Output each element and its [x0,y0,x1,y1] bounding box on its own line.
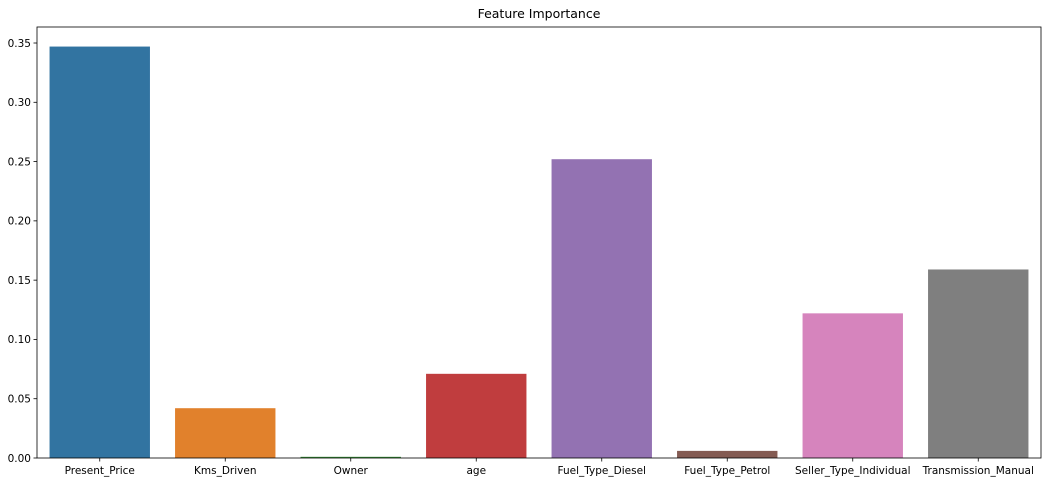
bar-present-price [49,46,150,458]
x-tick-label: Transmission_Manual [922,465,1034,477]
x-axis: Present_Price Kms_Driven Owner age Fuel_Type… [65,458,1034,477]
y-tick-label: 0.05 [8,394,31,406]
bar-owner [300,456,401,458]
x-tick-label: Present_Price [65,465,135,477]
y-tick-label: 0.25 [8,156,31,168]
bar-transmission-manual [928,269,1029,458]
y-tick-label: 0.30 [8,97,31,109]
bar-kms-driven [175,408,276,458]
y-tick-label: 0.15 [8,275,31,287]
x-tick-label: Owner [334,465,369,477]
bar-seller-type-individual [802,313,903,458]
chart-title: Feature Importance [478,6,601,21]
bar-fuel-type-diesel [551,159,652,458]
x-tick-label: Seller_Type_Individual [795,465,911,477]
y-tick-label: 0.20 [8,216,31,228]
bar-fuel-type-petrol [677,450,778,458]
y-tick-label: 0.00 [8,453,31,465]
x-tick-label: Fuel_Type_Diesel [558,465,646,477]
y-tick-label: 0.10 [8,334,31,346]
x-tick-label: Fuel_Type_Petrol [684,465,770,477]
x-tick-label: age [466,465,486,477]
bars-group [49,46,1029,458]
bar-age [426,373,527,458]
y-tick-label: 0.35 [8,38,31,50]
y-axis: 0.00 0.05 0.10 0.15 0.20 0.25 0.30 0.35 [8,38,37,465]
x-tick-label: Kms_Driven [194,465,256,477]
plot-frame [36,26,1042,459]
